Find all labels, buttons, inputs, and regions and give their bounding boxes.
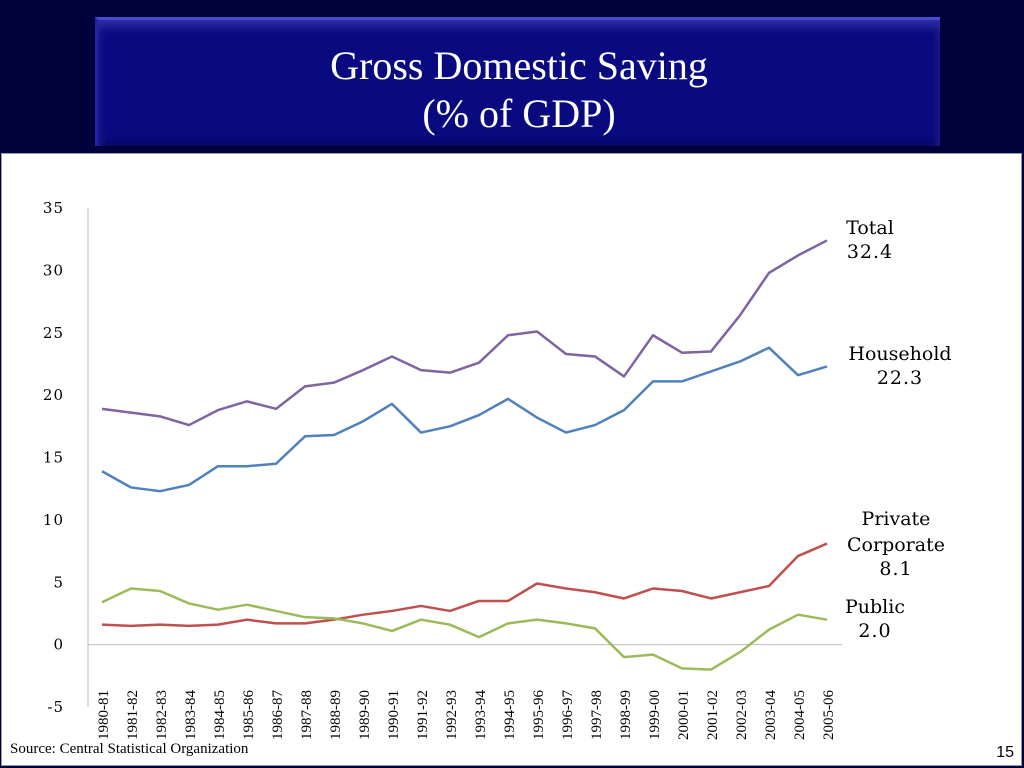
y-tick-label: 25 bbox=[43, 324, 64, 342]
x-tick-label: 1980-81 bbox=[96, 690, 112, 740]
series-end-value: 22.3 bbox=[877, 367, 923, 389]
x-tick-label: 1996-97 bbox=[560, 690, 576, 740]
x-tick-label: 1998-99 bbox=[618, 690, 634, 740]
series-line-public bbox=[101, 587, 828, 671]
y-tick-label: 5 bbox=[53, 573, 64, 591]
title-line-1: Gross Domestic Saving bbox=[330, 43, 708, 88]
x-tick-label: 1986-87 bbox=[270, 690, 286, 740]
x-tick-label: 1993-94 bbox=[473, 690, 489, 740]
series-label: Public bbox=[845, 596, 905, 618]
x-tick-label: 1988-89 bbox=[328, 690, 344, 740]
y-tick-label: 30 bbox=[43, 261, 64, 279]
x-tick-label: 1989-90 bbox=[357, 690, 373, 740]
slide-title: Gross Domestic Saving (% of GDP) bbox=[98, 42, 940, 138]
x-tick-label: 1981-82 bbox=[125, 690, 141, 740]
series-end-value: 8.1 bbox=[879, 558, 912, 580]
x-tick-label: 1982-83 bbox=[154, 690, 170, 740]
series-line-private-corporate bbox=[101, 542, 828, 628]
series-label: Corporate bbox=[847, 534, 945, 556]
title-line-2: (% of GDP) bbox=[422, 91, 616, 136]
x-tick-label: 2000-01 bbox=[676, 690, 692, 740]
series-end-value: 2.0 bbox=[858, 620, 891, 642]
x-tick-label: 1990-91 bbox=[386, 690, 402, 740]
x-tick-label: 1991-92 bbox=[415, 690, 431, 740]
x-tick-label: 2002-03 bbox=[734, 690, 750, 740]
y-tick-label: 15 bbox=[43, 449, 64, 467]
x-tick-label: 1985-86 bbox=[241, 690, 257, 740]
x-tick-label: 1997-98 bbox=[589, 690, 605, 740]
series-line-total bbox=[101, 239, 828, 427]
page-number: 15 bbox=[996, 744, 1014, 761]
x-tick-label: 2004-05 bbox=[792, 690, 808, 740]
x-tick-label: 1994-95 bbox=[502, 690, 518, 740]
x-tick-label: 1983-84 bbox=[183, 690, 199, 740]
x-tick-label: 2003-04 bbox=[763, 690, 779, 740]
chart-panel bbox=[1, 153, 1022, 766]
y-tick-label: 20 bbox=[43, 386, 64, 404]
series-label: Private bbox=[862, 508, 931, 530]
series-line-household bbox=[101, 346, 828, 493]
series-end-value: 32.4 bbox=[847, 241, 893, 263]
x-tick-label: 2005-06 bbox=[821, 690, 837, 740]
x-tick-label: 1999-00 bbox=[647, 690, 663, 740]
title-box: Gross Domestic Saving (% of GDP) bbox=[95, 17, 940, 146]
y-tick-label: -5 bbox=[47, 698, 64, 716]
x-tick-label: 2001-02 bbox=[705, 690, 721, 740]
source-note: Source: Central Statistical Organization bbox=[10, 741, 249, 757]
x-tick-label: 1995-96 bbox=[531, 690, 547, 740]
x-tick-label: 1987-88 bbox=[299, 690, 315, 740]
x-tick-label: 1992-93 bbox=[444, 690, 460, 740]
y-tick-label: 35 bbox=[43, 199, 64, 217]
series-label: Total bbox=[846, 217, 894, 239]
series-label: Household bbox=[848, 343, 951, 365]
x-tick-label: 1984-85 bbox=[212, 690, 228, 740]
y-tick-label: 10 bbox=[43, 511, 64, 529]
y-tick-label: 0 bbox=[53, 636, 64, 654]
